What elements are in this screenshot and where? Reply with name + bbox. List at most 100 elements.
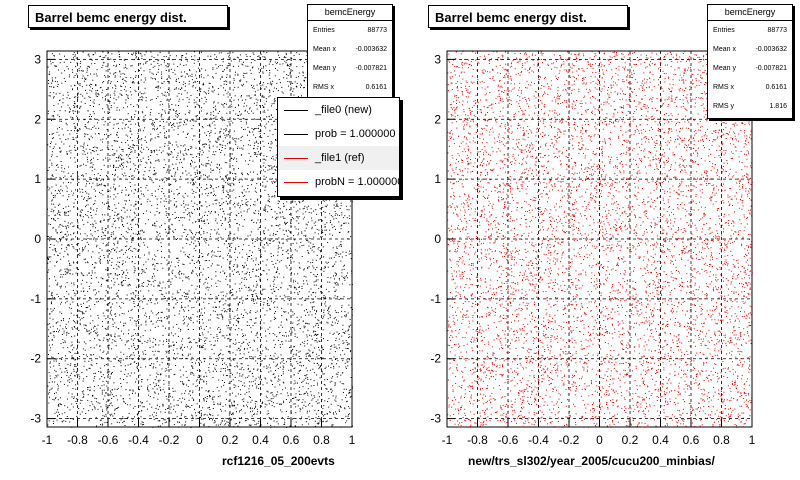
data-point [277, 90, 279, 92]
data-point [214, 105, 216, 107]
data-point [139, 128, 141, 130]
data-point [54, 381, 56, 383]
data-point [344, 279, 346, 281]
data-point [205, 372, 207, 374]
data-point [152, 120, 154, 122]
data-point [57, 353, 59, 354]
data-point [282, 63, 284, 65]
data-point [236, 264, 238, 266]
data-point [282, 253, 284, 255]
data-point [305, 367, 307, 369]
data-point [188, 342, 190, 343]
data-point [314, 340, 316, 342]
data-point [274, 386, 276, 388]
data-point [272, 384, 273, 385]
data-point [78, 341, 80, 343]
data-point [49, 332, 51, 334]
data-point [85, 78, 87, 80]
data-point [142, 301, 144, 303]
data-point [213, 396, 215, 398]
data-point [68, 376, 70, 378]
data-point [253, 145, 255, 147]
data-point [320, 291, 321, 293]
data-point [195, 234, 197, 236]
data-point [219, 328, 221, 330]
data-point [220, 410, 222, 412]
data-point [166, 300, 168, 302]
data-point [200, 177, 202, 179]
data-point [265, 335, 267, 337]
data-point [79, 297, 81, 299]
data-point [214, 212, 216, 214]
data-point [298, 287, 300, 288]
data-point [135, 53, 137, 55]
data-point [53, 244, 55, 246]
data-point [275, 129, 277, 130]
data-point [233, 317, 235, 319]
data-point [210, 112, 212, 114]
data-point [121, 282, 123, 284]
data-point [277, 69, 279, 71]
data-point [295, 354, 297, 356]
data-point [71, 190, 73, 192]
data-point [212, 310, 214, 312]
data-point [50, 141, 52, 143]
data-point [143, 282, 145, 283]
data-point [149, 114, 151, 116]
data-point [341, 399, 343, 401]
data-point [202, 127, 204, 129]
data-point [164, 94, 166, 96]
data-point [109, 394, 111, 396]
data-point [340, 228, 342, 230]
data-point [68, 351, 70, 353]
data-point [228, 308, 230, 310]
data-point [252, 410, 253, 412]
data-point [190, 163, 191, 164]
data-point [287, 65, 289, 67]
data-point [254, 413, 255, 415]
data-point [273, 355, 275, 357]
data-point [326, 206, 327, 208]
data-point [135, 294, 137, 296]
data-point [161, 113, 163, 115]
data-point [246, 205, 248, 207]
data-point [225, 398, 227, 400]
data-point [79, 84, 81, 86]
data-point [239, 350, 241, 352]
data-point [340, 260, 342, 262]
data-point [279, 228, 281, 230]
data-point [212, 203, 214, 205]
data-point [333, 367, 335, 369]
data-point [48, 269, 50, 271]
data-point [253, 134, 255, 136]
data-point [246, 348, 248, 350]
data-point [248, 95, 250, 97]
data-point [70, 108, 71, 110]
data-point [199, 360, 201, 362]
data-point [149, 71, 151, 73]
data-point [254, 118, 256, 120]
data-point [112, 326, 114, 328]
data-point [327, 308, 329, 310]
data-point [75, 272, 77, 274]
data-point [133, 170, 135, 172]
data-point [195, 166, 197, 168]
data-point [60, 303, 61, 305]
data-point [297, 96, 299, 98]
data-point [95, 262, 97, 264]
data-point [72, 419, 74, 420]
data-point [208, 369, 210, 371]
data-point [103, 232, 104, 234]
data-point [203, 381, 205, 383]
data-point [79, 324, 81, 326]
data-point [259, 426, 260, 428]
data-point [351, 363, 353, 365]
data-point [210, 294, 212, 295]
data-point [163, 128, 165, 130]
data-point [235, 385, 237, 387]
data-point [249, 97, 251, 99]
data-point [165, 201, 167, 203]
data-point [94, 220, 96, 222]
data-point [147, 189, 149, 191]
data-point [320, 366, 321, 368]
